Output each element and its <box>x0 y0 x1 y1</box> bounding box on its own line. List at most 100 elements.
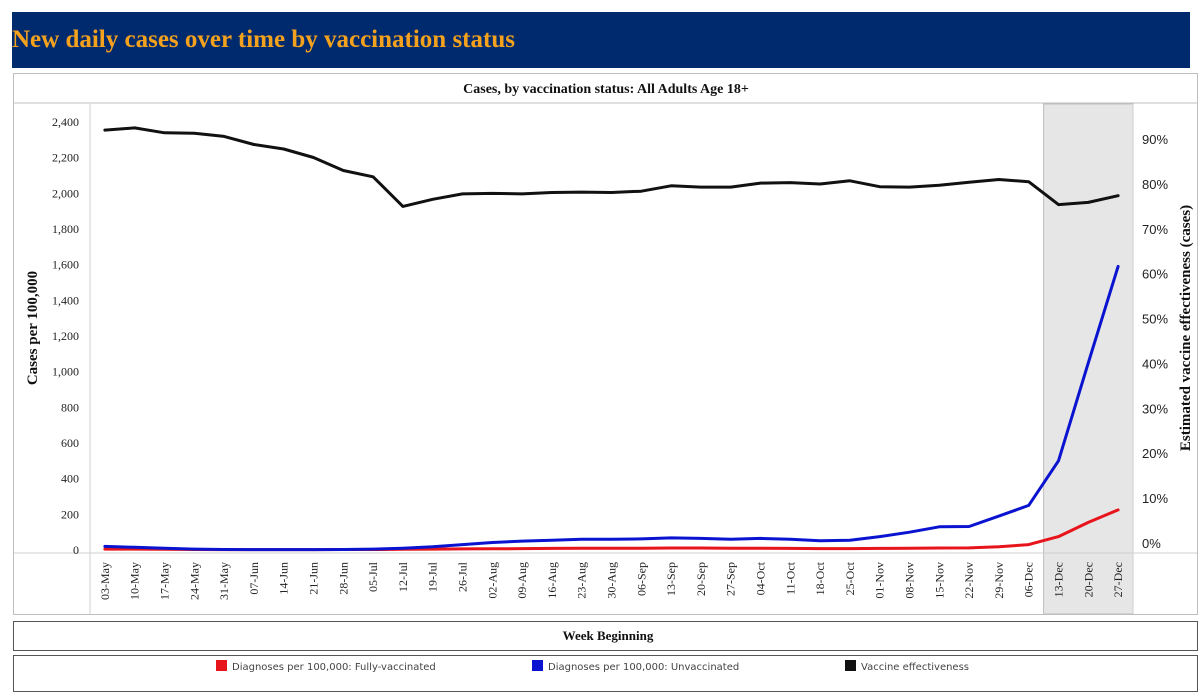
data-point-unvaccinated <box>878 535 881 538</box>
x-tick-label: 05-Jul <box>366 561 380 592</box>
data-point-unvaccinated <box>1027 504 1030 507</box>
x-tick-label: 31-May <box>217 562 231 600</box>
data-point-fully-vaccinated <box>967 546 971 550</box>
data-point-vaccine-effectiveness <box>1057 203 1060 206</box>
x-tick-label: 15-Nov <box>932 562 946 599</box>
x-tick-label: 06-Sep <box>634 562 648 596</box>
data-point-fully-vaccinated <box>1027 543 1030 546</box>
y-tick-label: 2,200 <box>52 151 79 165</box>
data-point-vaccine-effectiveness <box>431 198 434 201</box>
data-point-fully-vaccinated <box>938 546 941 550</box>
data-point-vaccine-effectiveness <box>610 191 613 194</box>
x-tick-label: 06-Dec <box>1022 562 1036 597</box>
y2-tick-label: 90% <box>1142 132 1168 147</box>
y2-tick-label: 50% <box>1142 312 1168 327</box>
data-point-unvaccinated <box>848 539 852 542</box>
data-point-unvaccinated <box>789 538 792 541</box>
y-tick-label: 200 <box>61 507 79 521</box>
data-point-fully-vaccinated <box>997 545 1001 548</box>
x-tick-label: 02-Aug <box>485 562 499 599</box>
data-point-fully-vaccinated <box>729 547 732 550</box>
x-tick-label: 21-Jun <box>307 562 321 595</box>
data-point-unvaccinated <box>222 548 226 551</box>
x-tick-label: 29-Nov <box>992 562 1006 599</box>
data-point-vaccine-effectiveness <box>640 190 643 193</box>
data-point-fully-vaccinated <box>520 547 524 550</box>
data-point-vaccine-effectiveness <box>103 128 107 132</box>
y2-tick-label: 30% <box>1142 401 1168 416</box>
x-tick-label: 25-Oct <box>843 561 857 595</box>
x-tick-label: 17-May <box>158 562 172 600</box>
chart-frame <box>13 73 1198 615</box>
legend-swatch <box>216 660 227 671</box>
y-tick-label: 400 <box>61 472 79 486</box>
data-point-vaccine-effectiveness <box>789 181 792 184</box>
x-tick-label: 14-Jun <box>277 562 291 595</box>
x-tick-label: 16-Aug <box>545 562 559 599</box>
data-point-vaccine-effectiveness <box>342 169 345 172</box>
data-point-unvaccinated <box>580 538 583 541</box>
data-point-vaccine-effectiveness <box>193 132 196 135</box>
data-point-unvaccinated <box>759 537 762 540</box>
data-point-vaccine-effectiveness <box>1087 201 1090 204</box>
x-tick-label: 03-May <box>98 562 112 600</box>
x-tick-label: 12-Jul <box>396 561 410 592</box>
legend-box <box>13 655 1198 692</box>
y2-tick-label: 70% <box>1142 222 1168 237</box>
x-tick-label: 27-Dec <box>1111 562 1125 597</box>
data-point-unvaccinated <box>610 538 613 541</box>
x-tick-label: 22-Nov <box>962 562 976 599</box>
data-point-vaccine-effectiveness <box>997 178 1001 181</box>
data-point-fully-vaccinated <box>640 547 643 550</box>
data-point-unvaccinated <box>640 537 643 541</box>
data-point-fully-vaccinated <box>550 547 554 550</box>
x-tick-label: 04-Oct <box>754 561 768 595</box>
data-point-unvaccinated <box>252 548 256 551</box>
data-point-unvaccinated <box>103 545 107 548</box>
data-point-vaccine-effectiveness <box>461 192 464 196</box>
data-point-unvaccinated <box>312 548 315 551</box>
y2-tick-label: 20% <box>1142 446 1168 461</box>
data-point-vaccine-effectiveness <box>759 181 762 185</box>
data-point-vaccine-effectiveness <box>878 185 881 188</box>
data-point-fully-vaccinated <box>818 547 822 550</box>
y-tick-label: 1,000 <box>52 365 79 379</box>
data-point-vaccine-effectiveness <box>1027 180 1030 183</box>
y2-axis-title: Estimated vaccine effectiveness (cases) <box>1178 205 1194 451</box>
data-point-vaccine-effectiveness <box>550 191 554 194</box>
x-tick-label: 13-Sep <box>664 562 678 596</box>
y-tick-label: 600 <box>61 436 79 450</box>
series-line-vaccine-effectiveness <box>103 126 1120 208</box>
y2-tick-label: 0% <box>1142 536 1161 551</box>
x-tick-label: 23-Aug <box>575 562 589 599</box>
x-tick-label: 26-Jul <box>456 561 470 592</box>
data-point-vaccine-effectiveness <box>371 175 375 178</box>
data-point-vaccine-effectiveness <box>282 147 285 151</box>
data-point-vaccine-effectiveness <box>401 205 405 208</box>
data-point-unvaccinated <box>163 547 166 550</box>
data-point-unvaccinated <box>550 539 554 542</box>
y-tick-label: 1,600 <box>52 258 79 272</box>
y2-tick-label: 60% <box>1142 267 1168 282</box>
y2-tick-label: 10% <box>1142 491 1168 506</box>
data-point-vaccine-effectiveness <box>580 190 583 194</box>
data-point-fully-vaccinated <box>789 547 792 550</box>
data-point-unvaccinated <box>818 539 822 542</box>
data-point-vaccine-effectiveness <box>520 192 524 196</box>
data-point-unvaccinated <box>729 538 732 541</box>
data-point-fully-vaccinated <box>610 547 613 550</box>
data-point-fully-vaccinated <box>878 547 881 550</box>
x-tick-label: 20-Dec <box>1081 562 1095 597</box>
legend-swatch <box>845 660 856 671</box>
data-point-fully-vaccinated <box>669 546 673 550</box>
series-line-unvaccinated <box>103 264 1120 552</box>
data-point-vaccine-effectiveness <box>222 135 226 138</box>
data-point-unvaccinated <box>1057 459 1060 462</box>
data-point-vaccine-effectiveness <box>312 156 315 159</box>
page-title: New daily cases over time by vaccination… <box>12 26 515 53</box>
y-tick-label: 1,400 <box>52 293 79 307</box>
y-axis-title: Cases per 100,000 <box>25 271 41 385</box>
x-axis-title-box <box>13 621 1198 651</box>
data-point-unvaccinated <box>938 525 941 528</box>
